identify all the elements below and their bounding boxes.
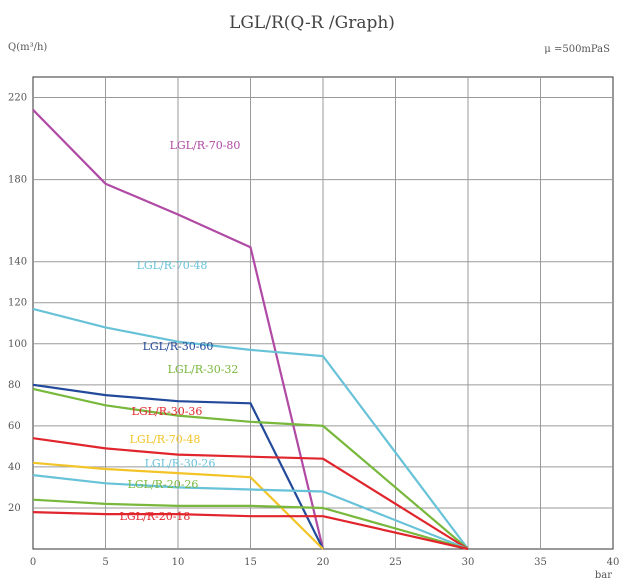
y-tick-label: 220 [8, 93, 27, 104]
series-label-8: LGL/R-20-18 [120, 510, 191, 523]
series-label-0: LGL/R-70-80 [170, 139, 241, 152]
series-label-1: LGL/R-70-48 [137, 259, 208, 272]
x-tick-label: 15 [244, 557, 257, 568]
y-tick-label: 120 [8, 298, 27, 309]
series-label-4: LGL/R-30-36 [132, 405, 203, 418]
series-label-6: LGL/R-30-26 [145, 457, 216, 470]
series-line-5 [32, 461, 324, 550]
y-tick-label: 60 [8, 421, 21, 432]
series-line-4 [32, 437, 469, 550]
series-label-2: LGL/R-30-60 [143, 340, 214, 353]
series-line-2 [32, 383, 324, 550]
series-line-0 [32, 109, 325, 550]
series-line-3 [32, 387, 469, 550]
series-line-8 [32, 511, 469, 551]
y-tick-label: 140 [8, 257, 27, 268]
x-tick-label: 35 [534, 557, 547, 568]
series-line-6 [32, 474, 469, 551]
x-tick-label: 5 [102, 557, 108, 568]
series-lines [32, 109, 469, 551]
tick-labels: 0 5 10 15 20 25 30 35 40 20 40 60 80 100 120 140 180 220 [8, 93, 619, 568]
series-label-7: LGL/R-20-26 [128, 478, 199, 491]
y-tick-label: 40 [8, 462, 21, 473]
y-axis-label: Q(m³/h) [8, 42, 47, 53]
y-tick-label: 180 [8, 175, 27, 186]
series-line-7 [32, 498, 469, 551]
chart-title: LGL/R(Q-R /Graph) [229, 13, 395, 33]
y-tick-label: 80 [8, 380, 21, 391]
annotation-viscosity: μ =500mPaS [544, 44, 610, 55]
x-tick-label: 10 [172, 557, 185, 568]
series-label-3: LGL/R-30-32 [168, 363, 239, 376]
x-tick-label: 30 [462, 557, 475, 568]
x-tick-label: 40 [607, 557, 620, 568]
series-labels: LGL/R-70-80 LGL/R-70-48 LGL/R-30-60 LGL/R-3… [120, 139, 241, 523]
y-tick-label: 100 [8, 339, 27, 350]
y-tick-label: 20 [8, 503, 21, 514]
x-tick-label: 25 [389, 557, 402, 568]
x-tick-label: 0 [30, 557, 36, 568]
x-tick-label: 20 [317, 557, 330, 568]
series-line-1 [32, 307, 469, 550]
series-label-5: LGL/R-70-48 [130, 433, 201, 446]
x-axis-label: bar [595, 570, 612, 581]
grid [32, 76, 614, 550]
